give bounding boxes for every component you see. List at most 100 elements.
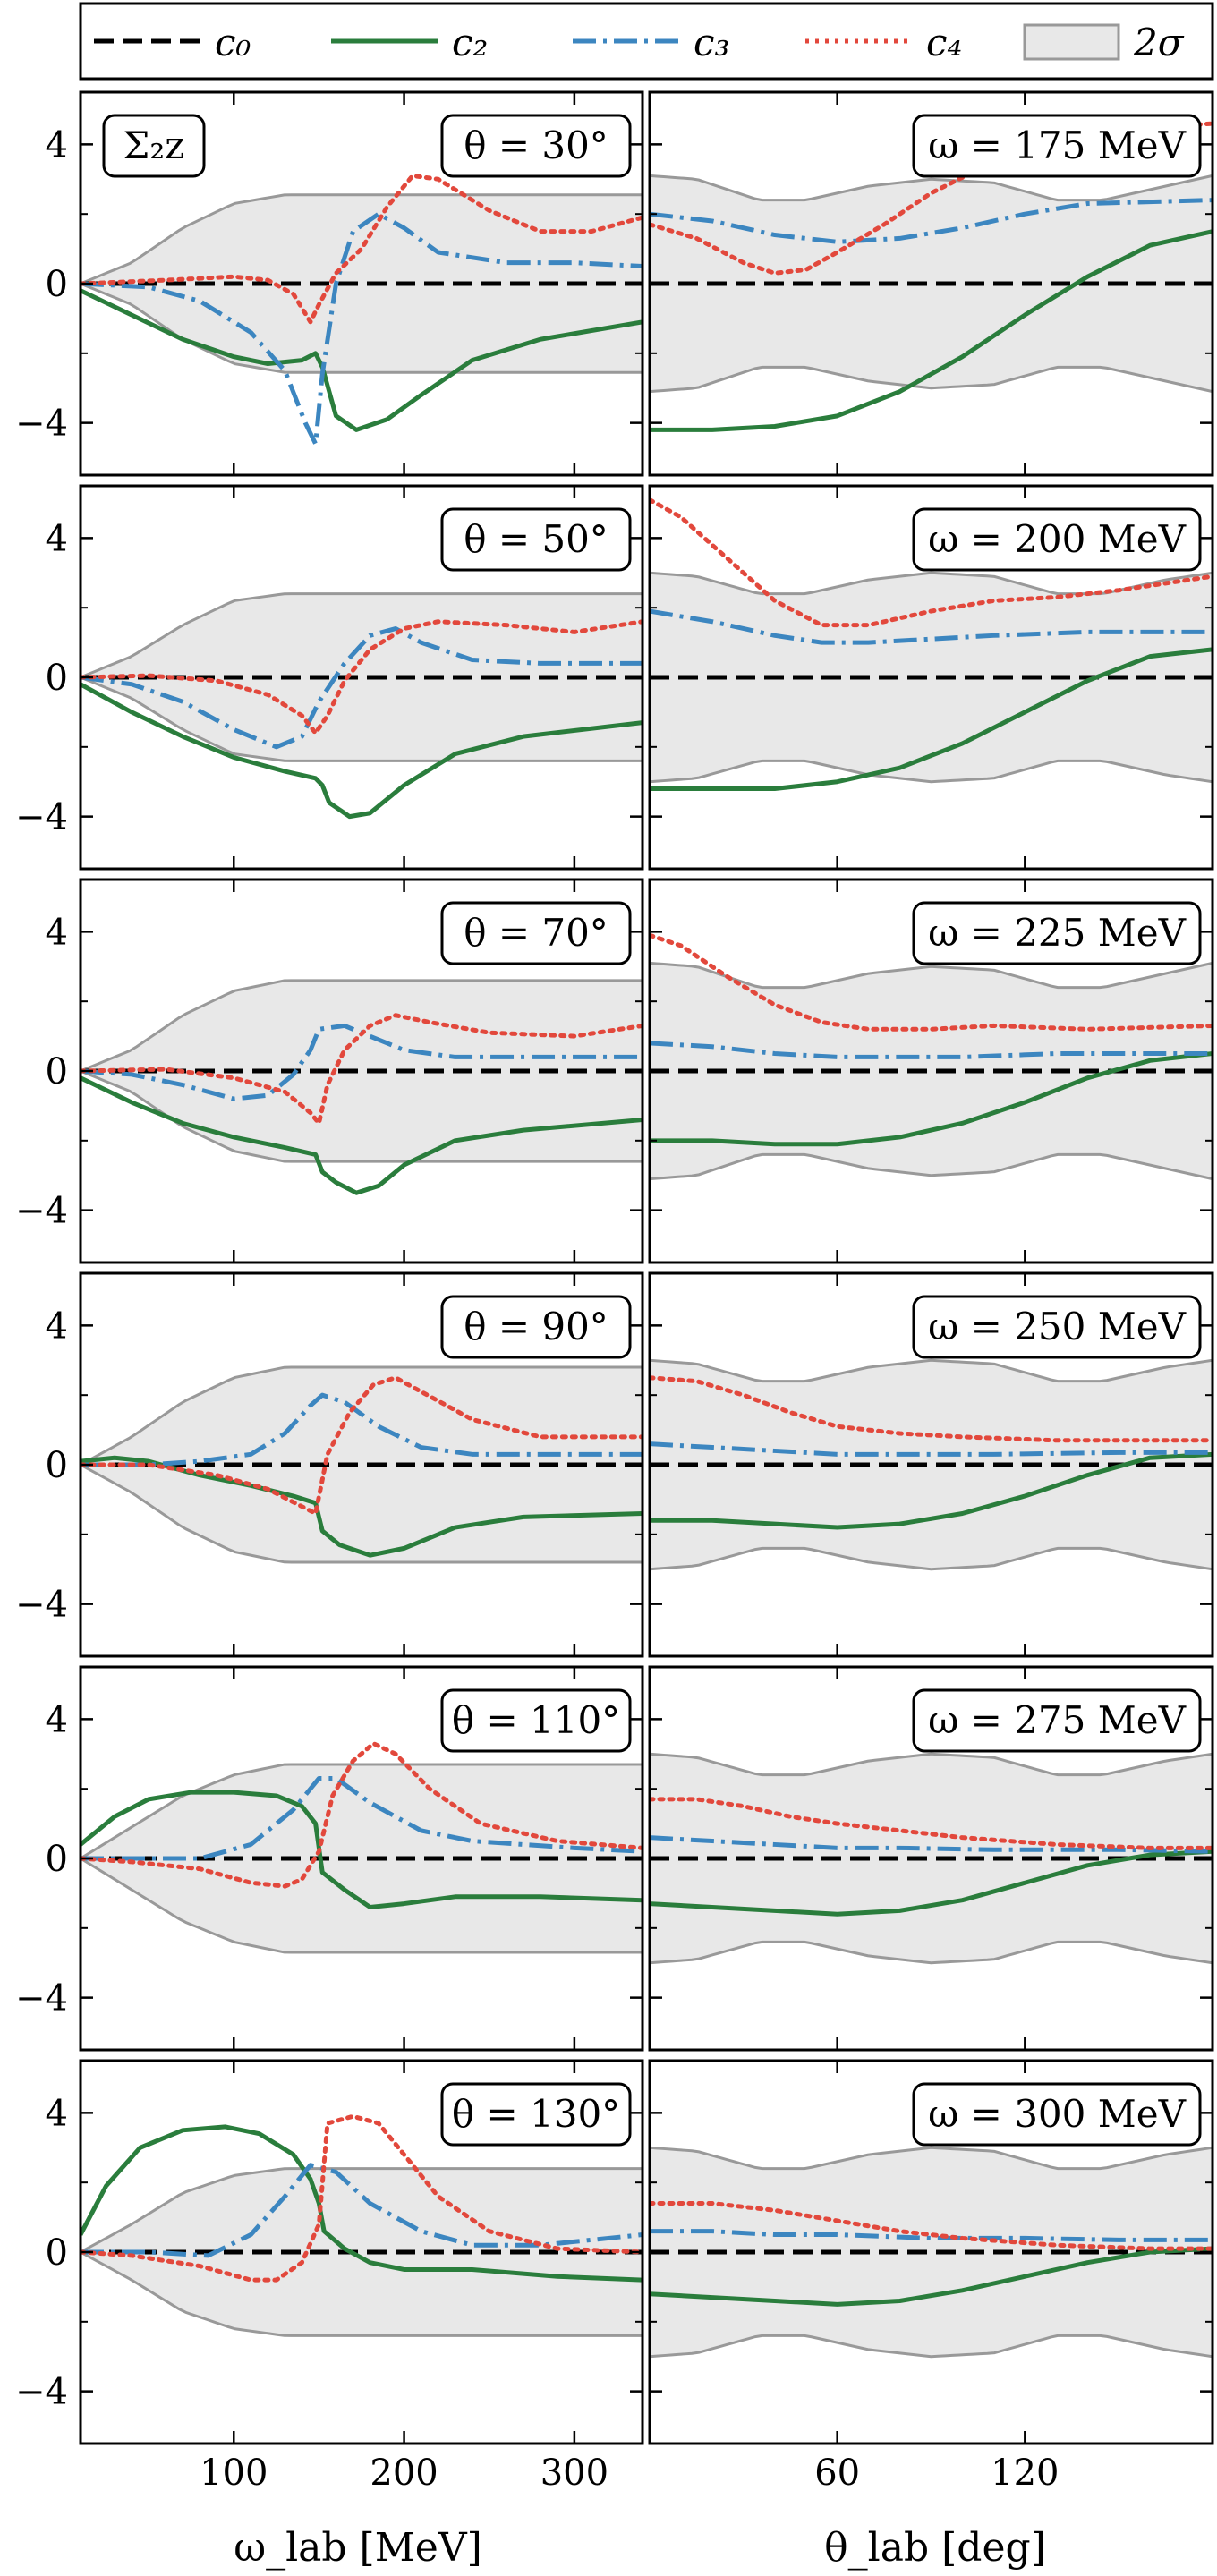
band-fill: [650, 573, 1213, 782]
band-fill: [81, 593, 643, 761]
band-lower-edge: [650, 2334, 1213, 2359]
legend: c₀ c₂ c₃ c₄ 2σ: [79, 2, 1214, 81]
series-c3: [650, 608, 1213, 645]
series-c4: [81, 1375, 643, 1516]
panel-title: θ = 130°: [452, 2092, 620, 2136]
series-c3: [650, 2229, 1213, 2242]
panel-title-box: [912, 1295, 1202, 1359]
series-c4: [650, 497, 1213, 628]
panel-title-box: [440, 507, 632, 572]
y-tick-label: 4: [46, 1305, 68, 1347]
series-c2: [81, 1455, 643, 1558]
y-tick-label: 4: [46, 124, 68, 166]
band-upper-edge: [81, 1763, 643, 1860]
y-tick-label: 4: [46, 1699, 68, 1740]
series-c3: [81, 626, 643, 750]
panel-7: 4 0 −4 θ = 90°: [15, 1271, 644, 1658]
y-tick-label: 4: [46, 2093, 68, 2134]
series-c4: [81, 1013, 643, 1126]
panel-title-box: [440, 2082, 632, 2147]
axis-labels: ω_lab [MeV] θ_lab [deg]: [234, 2525, 1046, 2571]
panel-9: 4 0 −4 θ = 110°: [15, 1665, 644, 2052]
x-tick-label: 100: [200, 2453, 268, 2494]
panel-title: θ = 70°: [464, 911, 608, 955]
series-c3: [650, 1441, 1213, 1457]
panel-11: 4 0 −4 100 200 300 θ = 130°: [15, 2059, 644, 2494]
band-lower-edge: [650, 759, 1213, 784]
band-lower-edge: [650, 1940, 1213, 1965]
series-c2: [650, 1051, 1213, 1147]
y-tick-label: −4: [15, 404, 68, 445]
y-tick-label: −4: [15, 1585, 68, 1626]
series-c3: [81, 211, 643, 446]
band-upper-edge: [650, 1358, 1213, 1383]
panel-title-box: [440, 114, 632, 178]
band-upper-edge: [81, 2167, 643, 2254]
panels: 4 0 −4 θ = 30° Σ₂z ω = 175 MeV 4 0 −4 θ = 50° ω = …: [15, 90, 1214, 2494]
panel-12: 60 120 ω = 300 MeV: [648, 2059, 1214, 2494]
series-c3: [650, 198, 1213, 244]
panel-title-box: [912, 901, 1202, 965]
y-tick-label: −4: [15, 1978, 68, 2019]
panel-title: θ = 90°: [464, 1305, 608, 1348]
panel-title: θ = 30°: [464, 123, 608, 167]
legend-label-c0: c₀: [215, 21, 251, 64]
band-upper-edge: [650, 961, 1213, 990]
series-c4: [81, 2113, 643, 2283]
panel-title: ω = 225 MeV: [928, 911, 1187, 955]
y-tick-label: 0: [46, 1839, 68, 1880]
series-c2: [81, 1790, 643, 1909]
y-tick-label: 0: [46, 264, 68, 305]
band-upper-edge: [650, 2146, 1213, 2171]
panel-title-box: [440, 901, 632, 965]
series-c3: [81, 1392, 643, 1467]
series-c4: [81, 619, 643, 735]
panel-title: ω = 275 MeV: [928, 1698, 1187, 1742]
right-x-axis-label: θ_lab [deg]: [824, 2525, 1046, 2571]
band-fill: [81, 1367, 643, 1562]
band-fill: [81, 2168, 643, 2336]
series-c4: [81, 1741, 643, 1889]
band-fill: [81, 1764, 643, 1953]
band-lower-edge: [81, 1857, 643, 1954]
panel-6: ω = 225 MeV: [648, 878, 1214, 1264]
legend-label-c2: c₂: [452, 21, 488, 64]
series-c4: [650, 1797, 1213, 1850]
band-lower-edge: [81, 1463, 643, 1564]
y-tick-label: −4: [15, 1191, 68, 1232]
panel-title-box: [912, 2082, 1202, 2147]
y-tick-label: 4: [46, 518, 68, 559]
legend-swatch-band: [1023, 23, 1120, 61]
observable-label: Σ₂z: [123, 123, 185, 167]
series-c2: [650, 1451, 1213, 1530]
panel-title: ω = 300 MeV: [928, 2092, 1187, 2136]
y-tick-label: −4: [15, 797, 68, 838]
panel-title: θ = 110°: [452, 1698, 620, 1742]
legend-label-c4: c₄: [926, 21, 962, 64]
series-c2: [81, 1075, 643, 1195]
panel-5: 4 0 −4 θ = 70°: [15, 878, 644, 1264]
y-tick-label: 0: [46, 1051, 68, 1092]
series-c3: [81, 1776, 643, 1861]
y-tick-label: 0: [46, 658, 68, 699]
y-tick-label: 4: [46, 912, 68, 953]
panel-2: ω = 175 MeV: [648, 90, 1214, 477]
panel-1: 4 0 −4 θ = 30° Σ₂z: [15, 90, 644, 477]
x-tick-label: 120: [991, 2453, 1059, 2494]
series-c4: [650, 121, 1213, 276]
panel-title: ω = 200 MeV: [928, 517, 1187, 561]
band-upper-edge: [81, 1365, 643, 1467]
series-c4: [650, 932, 1213, 1032]
series-c2: [81, 2124, 643, 2283]
band-upper-edge: [81, 592, 643, 679]
series-c2: [650, 229, 1213, 432]
series-c4: [650, 2201, 1213, 2251]
left-x-axis-label: ω_lab [MeV]: [234, 2525, 482, 2571]
legend-label-band: 2σ: [1133, 21, 1185, 64]
band-lower-edge: [650, 1546, 1213, 1571]
y-tick-label: 0: [46, 2232, 68, 2274]
x-tick-label: 200: [370, 2453, 438, 2494]
band-upper-edge: [650, 1752, 1213, 1777]
band-upper-edge: [650, 174, 1213, 202]
series-c2: [650, 1849, 1213, 1917]
